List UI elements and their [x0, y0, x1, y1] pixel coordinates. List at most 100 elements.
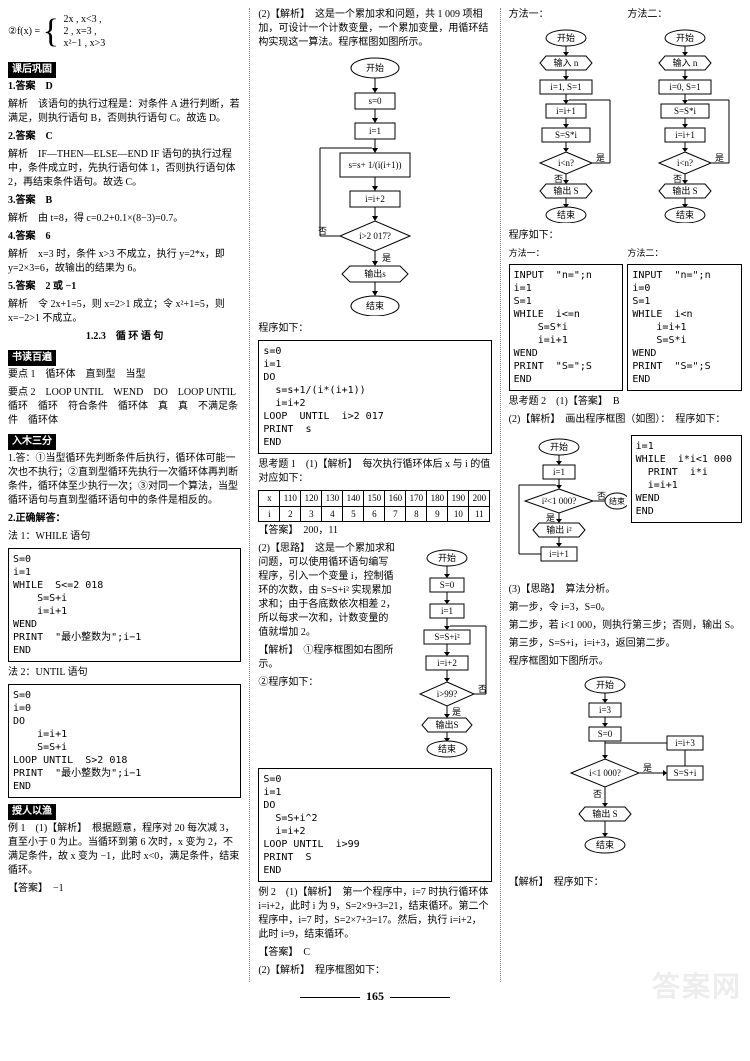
flowchart-1: 开始 s=0 i=1 s=s+ 1/(i(i+1)) i=i+2 i>2 017… — [258, 56, 491, 316]
case-2: 2 , x=3 , — [63, 26, 105, 38]
q4-ans: 4.答案 6 — [8, 231, 51, 242]
svg-text:i=3: i=3 — [599, 705, 612, 715]
svg-text:结束: 结束 — [676, 209, 694, 220]
flowchart-b: 开始 输入 n i=0, S=1 S=S*i i=i+1 — [627, 28, 742, 223]
flowchart-c: 开始 i=1 i²<1 000? 是 否 结束 输出 i² — [509, 437, 627, 577]
ex2-p2: (2)【解析】 程序框图如下： — [258, 964, 491, 978]
svg-text:i=1: i=1 — [369, 126, 381, 136]
svg-text:输入 n: 输入 n — [672, 57, 697, 68]
svg-text:S=S*i: S=S*i — [674, 106, 697, 116]
label-rumu: 入木三分 — [8, 434, 56, 450]
rumu-2-m2: 法 2：UNTIL 语句 — [8, 666, 241, 680]
q5-exp: 解析 令 2x+1=5，则 x=2>1 成立；令 x²+1=5，则 x=−2>1… — [8, 298, 241, 326]
svg-text:结束: 结束 — [609, 496, 625, 506]
svg-text:是: 是 — [596, 153, 605, 163]
label-kehou: 课后巩固 — [8, 62, 56, 78]
p3-s3: 第三步，S=S+i，i=i+3，返回第二步。 — [509, 637, 742, 651]
svg-text:开始: 开始 — [438, 552, 456, 563]
svg-text:输出 S: 输出 S — [553, 185, 578, 196]
label-shudu: 书读百遍 — [8, 350, 56, 366]
svg-text:是: 是 — [715, 153, 724, 163]
p3-s1: 第一步，令 i=3，S=0。 — [509, 601, 742, 615]
svg-text:i=i+3: i=i+3 — [675, 738, 695, 748]
svg-text:结束: 结束 — [438, 743, 456, 754]
svg-text:i=i+1: i=i+1 — [675, 130, 695, 140]
ex2-head: 例 2 (1)【解析】 第一个程序中，i=7 时执行循环体 i=i+2，此时 i… — [258, 886, 491, 942]
svg-text:是: 是 — [643, 763, 652, 773]
c3-codeB: INPUT "n=";n i=0 S=1 WHILE i<n i=i+1 S=S… — [627, 264, 742, 391]
svg-text:否: 否 — [597, 491, 606, 501]
p3-s4: 程序框图如下图所示。 — [509, 655, 742, 669]
q4-exp: 解析 x=3 时，条件 x>3 不成立，执行 y=2*x，即 y=2×3=6，故… — [8, 248, 241, 276]
svg-text:结束: 结束 — [596, 839, 614, 850]
svg-text:否: 否 — [318, 226, 327, 236]
subsection-title: 1.2.3 循 环 语 句 — [8, 330, 241, 344]
svg-text:i<n?: i<n? — [558, 158, 574, 168]
svg-text:i=0, S=1: i=0, S=1 — [669, 82, 700, 92]
svg-text:i=1: i=1 — [553, 467, 565, 477]
sk2-p: (2)【解析】 画出程序框图（如图）： 程序如下： — [509, 413, 742, 427]
case-3: x²−1 , x>3 — [63, 38, 105, 50]
svg-text:s=0: s=0 — [368, 96, 382, 106]
ex1-ans: 【答案】 −1 — [8, 882, 241, 896]
svg-text:s=s+ 1/(i(i+1)): s=s+ 1/(i(i+1)) — [348, 160, 401, 170]
func-head: ②f(x) = — [8, 26, 40, 37]
c3-codeC: i=1 WHILE i*i<1 000 PRINT i*i i=i+1 WEND… — [631, 435, 742, 523]
svg-text:输出 S: 输出 S — [672, 185, 697, 196]
flowchart-a: 开始 输入 n i=1, S=1 i=i+1 S=S*i — [509, 28, 624, 223]
svg-text:否: 否 — [554, 174, 563, 184]
svg-text:是: 是 — [382, 253, 391, 263]
c3-m1: 方法一： — [509, 8, 624, 22]
piecewise-func: { 2x , x<3 , 2 , x=3 , x²−1 , x>3 — [43, 8, 106, 56]
rumu-1: 1.答：①当型循环先判断条件后执行，循环体可能一次也不执行；②直到型循环先执行一… — [8, 452, 241, 508]
svg-text:输入 n: 输入 n — [554, 57, 579, 68]
svg-text:S=S*i: S=S*i — [555, 130, 578, 140]
q3-ans: 3.答案 B — [8, 195, 52, 206]
svg-text:开始: 开始 — [557, 32, 575, 43]
sk1-p2: (2)【思路】 这是一个累加求和问题，可以使用循环语句编写程序，引入一个变量 i… — [258, 542, 397, 640]
svg-text:i>2 017?: i>2 017? — [359, 231, 391, 241]
svg-text:i=i+2: i=i+2 — [437, 658, 457, 668]
svg-text:是: 是 — [546, 513, 555, 523]
c3-prog2-head: 【解析】 程序如下： — [509, 876, 742, 890]
svg-text:i>99?: i>99? — [436, 689, 457, 699]
ex1-head: 例 1 (1)【解析】 根据题意，程序对 20 每次减 3，直至小于 0 为止。… — [8, 822, 241, 878]
c3-prog-head: 程序如下： — [509, 229, 742, 243]
rumu-2-m1: 法 1：WHILE 语句 — [8, 530, 241, 544]
c3-m1b: 方法一： — [509, 247, 624, 260]
svg-text:i=i+1: i=i+1 — [556, 106, 576, 116]
svg-text:开始: 开始 — [596, 679, 614, 690]
c3-codeA: INPUT "n=";n i=1 S=1 WHILE i<=n S=S*i i=… — [509, 264, 624, 391]
svg-text:否: 否 — [593, 789, 602, 799]
svg-text:是: 是 — [452, 707, 461, 717]
svg-text:否: 否 — [673, 174, 682, 184]
rumu-2-head: 2.正确解答： — [8, 513, 66, 524]
svg-text:开始: 开始 — [676, 32, 694, 43]
svg-text:结束: 结束 — [366, 300, 384, 311]
q1-ans: 1.答案 D — [8, 81, 53, 92]
svg-text:i<n?: i<n? — [677, 158, 693, 168]
sk1-table: x 110120 130140 150160 170180 190200 i 2… — [258, 490, 490, 522]
c3-m2: 方法二： — [627, 8, 742, 22]
svg-text:输出S: 输出S — [435, 719, 458, 730]
q2-exp: 解析 IF—THEN—ELSE—END IF 语句的执行过程中，条件成立时，先执… — [8, 148, 241, 190]
c2-code2: S=0 i=1 DO S=S+i^2 i=i+2 LOOP UNTIL i>99… — [258, 768, 491, 882]
sk1-ch: ②程序如下： — [258, 676, 397, 690]
c2-p1: (2)【解析】 这是一个累加求和问题，共 1 009 项相加，可设计一个计数变量… — [258, 8, 491, 50]
yaodian-2: 要点 2 LOOP UNTIL WEND DO LOOP UNTIL 循环 循环… — [8, 386, 241, 428]
svg-text:i=1, S=1: i=1, S=1 — [550, 82, 581, 92]
rumu-2-code1: S=0 i=1 WHILE S<=2 018 S=S+i i=i+1 WEND … — [8, 548, 241, 662]
sk2-head: 思考题 2 (1)【答案】 B — [509, 395, 742, 409]
flowchart-d: 开始 i=3 S=0 i<1 000? 是 否 S=S+i i=i+3 — [509, 675, 742, 870]
svg-text:结束: 结束 — [557, 209, 575, 220]
c3-m2b: 方法二： — [627, 247, 742, 260]
svg-text:S=0: S=0 — [598, 729, 613, 739]
rumu-2-code2: S=0 i=0 DO i=i+1 S=S+i LOOP UNTIL S>2 01… — [8, 684, 241, 798]
p3-s2: 第二步，若 i<1 000，则执行第三步；否则，输出 S。 — [509, 619, 742, 633]
sk1-head: 思考题 1 (1)【解析】 每次执行循环体后 x 与 i 的值对应如下： — [258, 458, 491, 486]
sk1-ans: 【答案】 200，11 — [258, 524, 491, 538]
svg-text:i<1 000?: i<1 000? — [589, 768, 621, 778]
svg-text:i²<1 000?: i²<1 000? — [541, 496, 576, 506]
q5-ans: 5.答案 2 或 −1 — [8, 281, 76, 292]
flowchart-2: 开始 S=0 i=1 S=S+i² i=i+2 i>99? — [402, 548, 492, 758]
